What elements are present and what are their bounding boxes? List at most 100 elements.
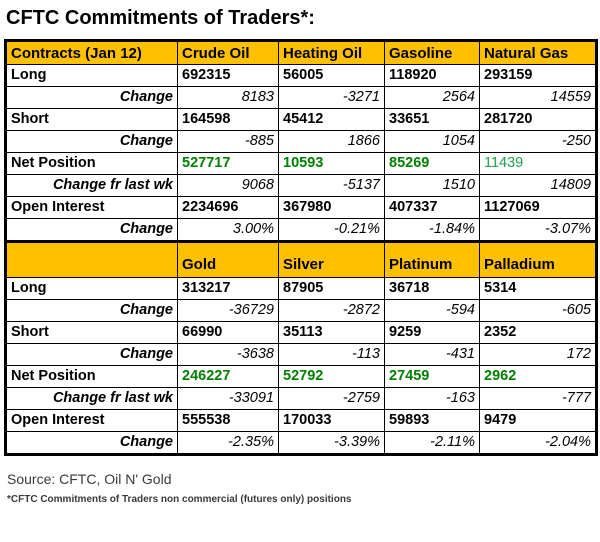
footnote-text: *CFTC Commitments of Traders non commerc… xyxy=(7,494,352,505)
value-cell: -3.39% xyxy=(278,431,385,455)
value-cell: -2.04% xyxy=(479,431,597,455)
value-cell: 172 xyxy=(479,343,597,366)
value-cell: 3.00% xyxy=(177,218,279,242)
column-header-crude-oil: Crude Oil xyxy=(177,40,279,65)
row-label: Short xyxy=(5,321,178,344)
table-row-change: Change -3638 -113 -431 172 xyxy=(5,343,597,366)
value-cell: 8183 xyxy=(177,86,279,109)
table-row-open-interest: Open Interest 555538 170033 59893 9479 xyxy=(5,409,597,432)
value-cell: 555538 xyxy=(177,409,279,432)
cot-table: Contracts (Jan 12) Crude Oil Heating Oil Ga… xyxy=(4,39,598,456)
table-row-open-interest: Open Interest 2234696 367980 407337 1127069 xyxy=(5,196,597,219)
row-label: Change xyxy=(5,431,178,455)
column-header-gold: Gold xyxy=(177,240,279,278)
value-cell: 85269 xyxy=(384,152,480,175)
value-cell: 1054 xyxy=(384,130,480,153)
value-cell: 9068 xyxy=(177,174,279,197)
page: CFTC Commitments of Traders*: Contracts … xyxy=(4,7,598,505)
value-cell: 2564 xyxy=(384,86,480,109)
column-header-heating-oil: Heating Oil xyxy=(278,40,385,65)
row-label: Open Interest xyxy=(5,196,178,219)
value-cell: 56005 xyxy=(278,64,385,87)
cot-table-body: Contracts (Jan 12) Crude Oil Heating Oil Ga… xyxy=(5,40,597,455)
value-cell: 246227 xyxy=(177,365,279,388)
value-cell: -0.21% xyxy=(278,218,385,242)
value-cell: 9479 xyxy=(479,409,597,432)
row-label: Change fr last wk xyxy=(5,387,178,410)
value-cell: 45412 xyxy=(278,108,385,131)
value-cell: -431 xyxy=(384,343,480,366)
value-cell: 170033 xyxy=(278,409,385,432)
source-text: Source: CFTC, Oil N' Gold xyxy=(7,471,172,487)
value-cell: 66990 xyxy=(177,321,279,344)
table-row-change-fr-last-wk: Change fr last wk 9068 -5137 1510 14809 xyxy=(5,174,597,197)
value-cell: 9259 xyxy=(384,321,480,344)
value-cell: 1510 xyxy=(384,174,480,197)
value-cell: 164598 xyxy=(177,108,279,131)
value-cell: -594 xyxy=(384,299,480,322)
value-cell: 14559 xyxy=(479,86,597,109)
column-header-contracts-jan-12: Contracts (Jan 12) xyxy=(5,40,178,65)
value-cell: -2.35% xyxy=(177,431,279,455)
value-cell: 527717 xyxy=(177,152,279,175)
value-cell: -1.84% xyxy=(384,218,480,242)
table-row-long: Long 313217 87905 36718 5314 xyxy=(5,277,597,300)
column-header-blank xyxy=(5,240,178,278)
value-cell: 1866 xyxy=(278,130,385,153)
column-header-gasoline: Gasoline xyxy=(384,40,480,65)
row-label: Change fr last wk xyxy=(5,174,178,197)
table-row-net-position: Net Position 246227 52792 27459 2962 xyxy=(5,365,597,388)
value-cell: -777 xyxy=(479,387,597,410)
row-label: Long xyxy=(5,64,178,87)
table-row-long: Long 692315 56005 118920 293159 xyxy=(5,64,597,87)
value-cell: 293159 xyxy=(479,64,597,87)
value-cell: 14809 xyxy=(479,174,597,197)
row-label: Change xyxy=(5,218,178,242)
value-cell: -2759 xyxy=(278,387,385,410)
value-cell: 1127069 xyxy=(479,196,597,219)
table-row-short: Short 66990 35113 9259 2352 xyxy=(5,321,597,344)
value-cell: -250 xyxy=(479,130,597,153)
table-row-change-fr-last-wk: Change fr last wk -33091 -2759 -163 -777 xyxy=(5,387,597,410)
table-row-change: Change -885 1866 1054 -250 xyxy=(5,130,597,153)
value-cell: -36729 xyxy=(177,299,279,322)
value-cell: -885 xyxy=(177,130,279,153)
value-cell: 313217 xyxy=(177,277,279,300)
value-cell: 27459 xyxy=(384,365,480,388)
value-cell: -605 xyxy=(479,299,597,322)
value-cell: -3638 xyxy=(177,343,279,366)
value-cell: -33091 xyxy=(177,387,279,410)
value-cell: 52792 xyxy=(278,365,385,388)
value-cell: 2962 xyxy=(479,365,597,388)
row-label: Change xyxy=(5,86,178,109)
table-row-net-position: Net Position 527717 10593 85269 11439 xyxy=(5,152,597,175)
value-cell: -2872 xyxy=(278,299,385,322)
row-label: Short xyxy=(5,108,178,131)
section-1-header-row: Contracts (Jan 12) Crude Oil Heating Oil Ga… xyxy=(5,40,597,65)
table-row-change: Change 8183 -3271 2564 14559 xyxy=(5,86,597,109)
value-cell: -5137 xyxy=(278,174,385,197)
value-cell: 2234696 xyxy=(177,196,279,219)
value-cell: 281720 xyxy=(479,108,597,131)
row-label: Change xyxy=(5,299,178,322)
value-cell: -113 xyxy=(278,343,385,366)
row-label: Long xyxy=(5,277,178,300)
row-label: Net Position xyxy=(5,152,178,175)
value-cell: 35113 xyxy=(278,321,385,344)
value-cell: 118920 xyxy=(384,64,480,87)
value-cell: -2.11% xyxy=(384,431,480,455)
value-cell: 2352 xyxy=(479,321,597,344)
column-header-silver: Silver xyxy=(278,240,385,278)
value-cell: -3271 xyxy=(278,86,385,109)
value-cell: 367980 xyxy=(278,196,385,219)
table-row-change: Change -2.35% -3.39% -2.11% -2.04% xyxy=(5,431,597,455)
row-label: Net Position xyxy=(5,365,178,388)
section-2-header-row: Gold Silver Platinum Palladium xyxy=(5,240,597,278)
value-cell: 33651 xyxy=(384,108,480,131)
value-cell: 5314 xyxy=(479,277,597,300)
value-cell: -3.07% xyxy=(479,218,597,242)
footer: Source: CFTC, Oil N' Gold *CFTC Commitme… xyxy=(7,471,596,505)
value-cell: -163 xyxy=(384,387,480,410)
row-label: Change xyxy=(5,130,178,153)
row-label: Open Interest xyxy=(5,409,178,432)
